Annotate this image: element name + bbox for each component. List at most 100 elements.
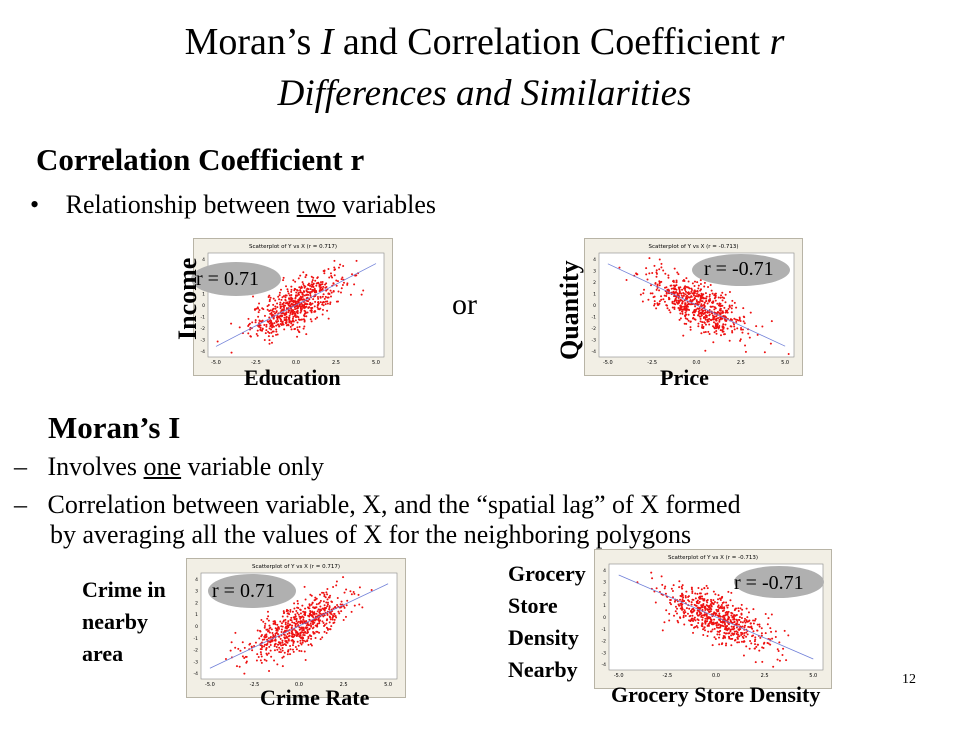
scatter-point xyxy=(315,606,318,609)
scatter-point xyxy=(254,321,257,324)
scatter-point xyxy=(761,660,764,663)
scatter-point xyxy=(690,623,693,626)
scatter-point xyxy=(715,329,718,332)
scatter-point xyxy=(326,593,329,596)
scatter-point xyxy=(741,331,744,334)
scatter-point xyxy=(666,307,669,310)
scatter-point xyxy=(676,271,679,274)
scatter-point xyxy=(651,577,654,580)
scatter-point xyxy=(685,322,688,325)
scatter-point xyxy=(288,634,291,637)
scatter-point xyxy=(282,655,285,658)
scatter-point xyxy=(701,323,704,326)
scatter-point xyxy=(716,323,719,326)
scatter-point xyxy=(741,625,744,628)
scatter-point xyxy=(719,598,722,601)
scatter-point xyxy=(743,322,746,325)
scatter-point xyxy=(746,616,749,619)
scatter-point xyxy=(753,647,756,650)
scatter-point xyxy=(334,614,337,617)
scatter-point xyxy=(645,267,648,270)
scatter-point xyxy=(733,630,736,633)
scatter-point xyxy=(703,285,706,288)
scatter-point xyxy=(663,587,666,590)
scatter-point xyxy=(734,614,737,617)
scatter-point xyxy=(314,618,317,621)
scatter-point xyxy=(776,658,779,661)
scatter-point xyxy=(679,307,682,310)
scatter-point xyxy=(727,307,730,310)
scatter-point xyxy=(713,627,716,630)
scatter-point xyxy=(291,624,294,627)
scatter-point xyxy=(733,325,736,328)
scatter-point xyxy=(689,328,692,331)
scatter-point xyxy=(268,316,271,319)
or-text: or xyxy=(452,288,477,321)
scatter-point xyxy=(350,593,353,596)
scatter-point xyxy=(752,619,755,622)
scatter-point xyxy=(650,571,653,574)
scatter-point xyxy=(721,329,724,332)
scatter-point xyxy=(726,618,729,621)
scatter-point xyxy=(741,608,744,611)
scatter-point xyxy=(271,315,274,318)
scatter-point xyxy=(714,613,717,616)
scatter-point xyxy=(292,315,295,318)
scatter-point xyxy=(727,590,730,593)
scatter-point xyxy=(303,309,306,312)
scatter-point xyxy=(704,309,707,312)
scatter-point xyxy=(229,649,232,652)
scatter-point xyxy=(269,296,272,299)
scatter-point xyxy=(293,633,296,636)
scatter-point xyxy=(666,288,669,291)
scatter-point xyxy=(689,614,692,617)
scatter-point xyxy=(730,634,733,637)
scatter-point xyxy=(249,335,252,338)
scatter-point xyxy=(733,639,736,642)
scatter-point xyxy=(654,282,657,285)
scatter-point xyxy=(641,300,644,303)
scatter-point xyxy=(273,659,276,662)
scatter-point xyxy=(689,320,692,323)
scatter-point xyxy=(342,576,345,579)
scatter-point xyxy=(730,591,733,594)
scatter-point xyxy=(684,285,687,288)
scatter-point xyxy=(329,301,332,304)
scatter-point xyxy=(714,296,717,299)
x-tick-label: -5.0 xyxy=(211,360,221,366)
scatter-point xyxy=(690,603,693,606)
scatter-point xyxy=(719,302,722,305)
scatter-point xyxy=(725,642,728,645)
scatter-point xyxy=(684,317,687,320)
scatter-point xyxy=(705,584,708,587)
scatter-point xyxy=(270,331,273,334)
scatter-point xyxy=(327,292,330,295)
scatter-point xyxy=(321,295,324,298)
scatter-point xyxy=(735,622,738,625)
scatter-point xyxy=(740,603,743,606)
scatter-point xyxy=(738,316,741,319)
y-tick-label: 2 xyxy=(593,280,596,286)
scatter-point xyxy=(317,618,320,621)
scatter-point xyxy=(732,626,735,629)
scatter-point xyxy=(715,332,718,335)
r-label: r = -0.71 xyxy=(704,258,774,280)
scatter-point xyxy=(737,319,740,322)
scatter-point xyxy=(258,319,261,322)
scatter-point xyxy=(668,298,671,301)
scatter-point xyxy=(738,618,741,621)
scatter-point xyxy=(711,325,714,328)
scatter-point xyxy=(243,672,246,675)
scatter-point xyxy=(297,624,300,627)
scatter-point xyxy=(671,306,674,309)
scatter-point xyxy=(707,630,710,633)
scatter-point xyxy=(273,322,276,325)
scatter-point xyxy=(674,610,677,613)
scatter-point xyxy=(311,601,314,604)
scatter-point xyxy=(688,600,691,603)
scatter-point xyxy=(308,613,311,616)
scatter-point xyxy=(654,601,657,604)
scatter-point xyxy=(760,632,763,635)
scatter-point xyxy=(303,634,306,637)
scatter-point xyxy=(247,317,250,320)
